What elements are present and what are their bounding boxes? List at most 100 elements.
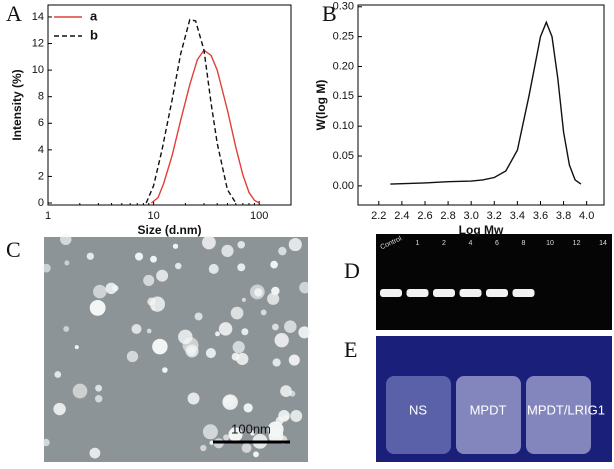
particle bbox=[253, 451, 259, 458]
particle bbox=[236, 352, 249, 366]
y-tick-label: 0.05 bbox=[333, 150, 354, 162]
x-axis-label: Log Mw bbox=[459, 223, 504, 237]
particle bbox=[278, 246, 287, 256]
y-axis-label: W(log M) bbox=[314, 80, 328, 131]
particle bbox=[147, 297, 156, 306]
gel-band bbox=[512, 289, 535, 297]
lane-label: 12 bbox=[573, 240, 581, 247]
particle bbox=[243, 403, 253, 413]
particle bbox=[105, 282, 117, 295]
legend-label: a bbox=[90, 8, 98, 23]
lane-label: 4 bbox=[469, 240, 473, 247]
vial-photo: NS MPDT MPDT/LRIG1 bbox=[376, 336, 612, 462]
y-tick-label: 0 bbox=[38, 197, 44, 209]
particle bbox=[60, 233, 72, 246]
particle bbox=[274, 333, 289, 348]
x-tick-label: 2.6 bbox=[417, 210, 432, 222]
panel-letter: A bbox=[6, 1, 22, 26]
particle bbox=[280, 385, 292, 398]
plot-frame bbox=[47, 4, 292, 206]
tem-background bbox=[44, 237, 308, 462]
particle bbox=[275, 416, 284, 425]
vial-label: MPDT bbox=[470, 402, 507, 417]
y-tick-label: 0.20 bbox=[333, 60, 354, 72]
particle bbox=[271, 323, 279, 331]
particle bbox=[187, 392, 200, 405]
particle bbox=[194, 312, 203, 321]
particle bbox=[143, 274, 155, 286]
lane-label: 10 bbox=[546, 240, 554, 247]
particle bbox=[208, 263, 219, 274]
particle bbox=[241, 443, 252, 453]
vial-label: NS bbox=[409, 402, 427, 417]
particle bbox=[288, 238, 302, 252]
particle bbox=[249, 284, 265, 300]
y-tick-label: 2 bbox=[38, 170, 44, 182]
particle bbox=[205, 348, 216, 359]
particle bbox=[95, 384, 103, 392]
x-tick-label: 3.2 bbox=[487, 210, 502, 222]
x-tick-label: 4.0 bbox=[579, 210, 594, 222]
vial-label: MPDT/LRIG1 bbox=[527, 402, 605, 417]
particle bbox=[267, 421, 284, 438]
gel-band bbox=[380, 289, 402, 297]
y-tick-label: 0.00 bbox=[333, 180, 354, 192]
x-tick-label: 2.8 bbox=[440, 210, 455, 222]
x-tick-label: 3.8 bbox=[556, 210, 571, 222]
y-tick-label: 0.15 bbox=[333, 90, 354, 102]
plot-frame bbox=[357, 4, 605, 206]
particle bbox=[249, 430, 256, 436]
x-axis-label: Size (d.nm) bbox=[137, 223, 201, 237]
particle bbox=[93, 284, 107, 299]
particle bbox=[86, 252, 94, 260]
panel-letter: C bbox=[6, 237, 21, 262]
y-tick-label: 4 bbox=[38, 144, 44, 156]
particle bbox=[94, 395, 103, 403]
particle bbox=[172, 243, 179, 249]
particle bbox=[237, 240, 246, 249]
particle bbox=[289, 390, 296, 397]
scale-bar-label: 100nm bbox=[231, 421, 271, 436]
particle bbox=[202, 424, 218, 440]
y-tick-label: 8 bbox=[38, 91, 44, 103]
panel-letter: E bbox=[344, 337, 357, 362]
particle bbox=[134, 252, 144, 261]
particle bbox=[89, 299, 106, 316]
gel-band bbox=[486, 289, 508, 297]
y-tick-label: 12 bbox=[32, 37, 44, 49]
gel-band bbox=[459, 289, 482, 297]
particle bbox=[162, 367, 168, 373]
particle bbox=[241, 328, 249, 336]
particle bbox=[284, 320, 297, 333]
vial bbox=[456, 376, 521, 454]
gel-image: Control 1 2 4 6 8 10 12 14 bbox=[376, 234, 612, 330]
y-tick-label: 0.30 bbox=[333, 1, 354, 13]
particle bbox=[178, 329, 193, 345]
particle bbox=[260, 309, 267, 316]
vial bbox=[526, 376, 591, 454]
x-tick-label: 3.4 bbox=[510, 210, 525, 222]
particle bbox=[232, 341, 245, 354]
x-tick-label: 2.2 bbox=[371, 210, 386, 222]
particle bbox=[41, 263, 51, 273]
x-tick-label: 3.6 bbox=[533, 210, 548, 222]
y-tick-label: 6 bbox=[38, 117, 44, 129]
particle bbox=[272, 358, 281, 367]
particle bbox=[299, 281, 311, 294]
data-line bbox=[150, 49, 260, 204]
x-tick-label: 100 bbox=[250, 210, 268, 222]
data-line bbox=[145, 18, 237, 204]
lane-label: 6 bbox=[495, 240, 499, 247]
particle bbox=[288, 354, 300, 366]
x-tick-label: 3.0 bbox=[464, 210, 479, 222]
y-tick-label: 10 bbox=[32, 64, 44, 76]
legend-label: b bbox=[90, 27, 98, 42]
particle bbox=[267, 292, 280, 305]
gel-background bbox=[376, 234, 612, 330]
particle bbox=[290, 410, 303, 422]
panel-letter: B bbox=[322, 1, 337, 26]
particle bbox=[146, 328, 152, 334]
x-tick-label: 2.4 bbox=[394, 210, 409, 222]
